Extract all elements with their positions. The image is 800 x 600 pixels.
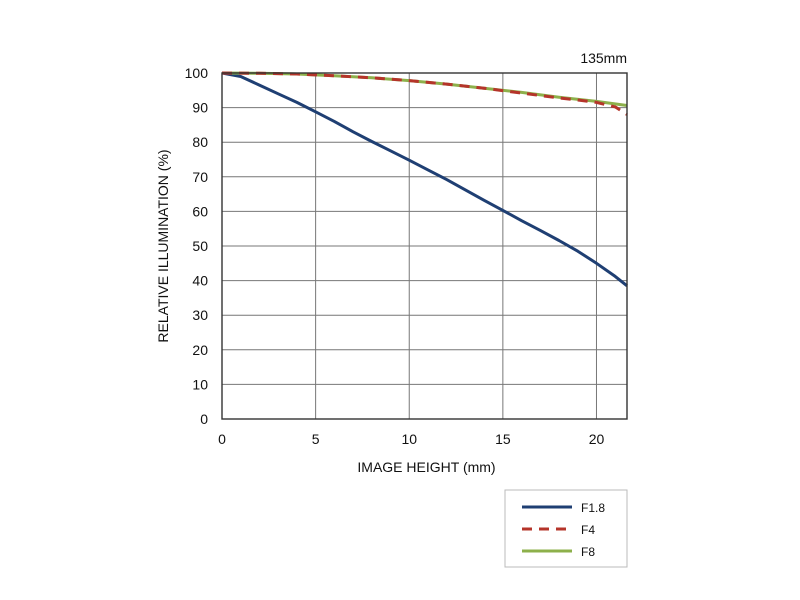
x-tick-label: 10	[401, 431, 417, 447]
x-axis-title: IMAGE HEIGHT (mm)	[357, 459, 495, 475]
series-line-f1-8	[221, 71, 628, 287]
y-axis-title: RELATIVE ILLUMINATION (%)	[155, 149, 171, 342]
series-line-f8	[221, 71, 628, 107]
y-tick-label: 20	[192, 342, 208, 358]
x-tick-label: 15	[495, 431, 511, 447]
legend: F1.8 F4 F8	[504, 489, 628, 568]
y-tick-label: 0	[200, 411, 208, 427]
chart-title: 135mm	[580, 50, 627, 66]
y-tick-label: 80	[192, 134, 208, 150]
y-tick-label: 10	[192, 376, 208, 392]
x-tick-label: 20	[589, 431, 605, 447]
x-tick-label: 0	[218, 431, 226, 447]
y-tick-label: 90	[192, 100, 208, 116]
y-tick-label: 60	[192, 203, 208, 219]
y-tick-label: 100	[185, 65, 209, 81]
y-tick-label: 30	[192, 307, 208, 323]
y-tick-label: 40	[192, 273, 208, 289]
plot-frame	[221, 72, 628, 420]
y-tick-label: 70	[192, 169, 208, 185]
y-tick-label: 50	[192, 238, 208, 254]
series-line-f4	[221, 71, 628, 116]
legend-label: F1.8	[581, 501, 605, 515]
legend-label: F8	[581, 545, 595, 559]
legend-label: F4	[581, 523, 595, 537]
axis-ticks: 0 10 20 30 40 50 60 70 80 90 100 0 5 10 15 20	[185, 65, 605, 447]
series-lines	[221, 71, 628, 287]
x-tick-label: 5	[312, 431, 320, 447]
